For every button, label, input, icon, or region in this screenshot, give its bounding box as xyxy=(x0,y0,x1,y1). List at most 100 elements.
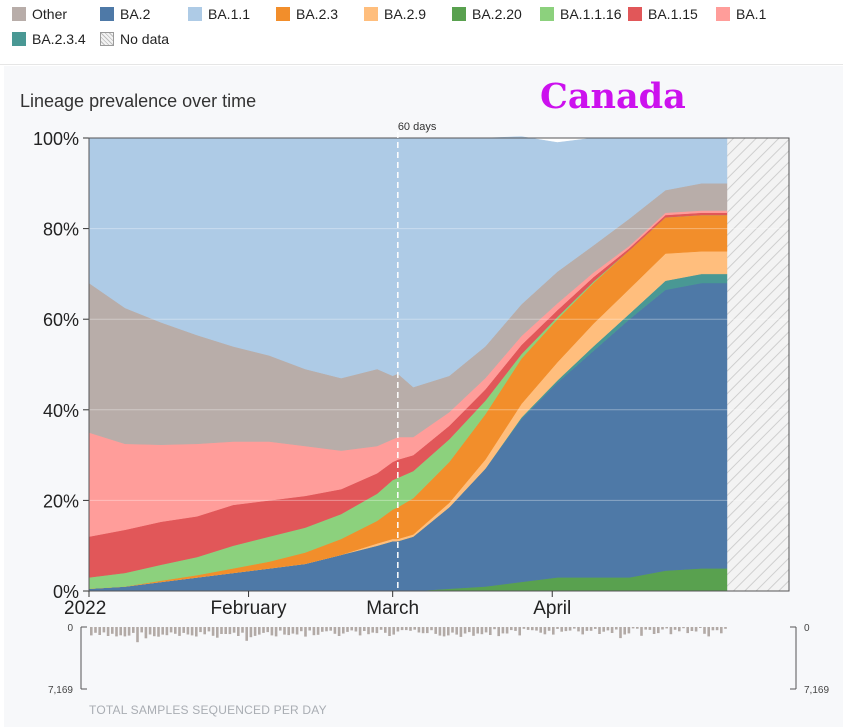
sample-bar xyxy=(447,627,450,636)
legend-swatch xyxy=(716,7,730,21)
sample-bar xyxy=(165,627,169,636)
sample-bar xyxy=(434,627,437,634)
sample-bar xyxy=(438,627,442,636)
samples-right-top: 0 xyxy=(804,623,810,634)
sample-bar xyxy=(669,627,673,635)
y-tick-label: 100% xyxy=(33,129,79,149)
sample-bar xyxy=(682,627,685,629)
legend-item[interactable]: BA.2.20 xyxy=(452,4,522,24)
sample-bar xyxy=(211,627,215,636)
sample-bar xyxy=(115,627,118,637)
sample-bar xyxy=(253,627,257,636)
sample-bar xyxy=(724,627,727,629)
samples-right-bottom: 7,169 xyxy=(804,685,829,696)
sample-bar xyxy=(241,627,244,633)
legend-item[interactable]: BA.1.15 xyxy=(628,4,698,24)
sample-bar xyxy=(489,627,492,635)
y-tick-label: 0% xyxy=(53,582,79,602)
sample-bar xyxy=(417,627,421,633)
sample-bar xyxy=(207,627,211,632)
sample-bar xyxy=(518,627,521,636)
sample-bar xyxy=(140,627,143,633)
legend-item[interactable]: Other xyxy=(12,4,67,24)
legend-item[interactable]: BA.2.3.4 xyxy=(12,29,86,49)
sample-bar xyxy=(673,627,677,630)
sample-bar xyxy=(560,627,563,632)
legend-swatch xyxy=(540,7,554,21)
sample-bar xyxy=(308,627,311,631)
samples-left-bottom: 7,169 xyxy=(48,685,73,696)
sample-bar xyxy=(98,627,101,635)
sample-bar xyxy=(430,627,433,631)
legend-label: BA.2.3 xyxy=(296,6,339,22)
sample-bar xyxy=(510,627,513,631)
sample-bar xyxy=(547,627,551,631)
sample-bar xyxy=(711,627,715,631)
legend-item[interactable]: BA.2.9 xyxy=(364,4,426,24)
sample-bar xyxy=(258,627,261,635)
sample-bar xyxy=(375,627,379,634)
legend-label: BA.1.1.16 xyxy=(560,6,622,22)
legend-item[interactable]: BA.1 xyxy=(716,4,766,24)
sample-bar xyxy=(325,627,328,632)
sample-bar xyxy=(648,627,652,630)
sample-bar xyxy=(455,627,458,635)
samples-axis-title: TOTAL SAMPLES SEQUENCED PER DAY xyxy=(89,703,327,717)
sample-bar xyxy=(295,627,299,635)
sample-bar xyxy=(237,627,240,636)
sample-bar xyxy=(249,627,253,638)
sample-bar xyxy=(463,627,467,634)
sample-bar xyxy=(631,627,635,629)
sample-bar xyxy=(262,627,265,633)
sample-bar xyxy=(274,627,278,637)
sample-bar xyxy=(102,627,106,633)
sample-bar xyxy=(585,627,589,631)
sample-bar xyxy=(316,627,320,635)
sample-bar xyxy=(577,627,580,632)
legend-item[interactable]: No data xyxy=(100,29,169,49)
y-tick-label: 80% xyxy=(43,220,79,240)
sample-bar xyxy=(169,627,173,633)
sample-bar xyxy=(144,627,148,639)
sample-bar xyxy=(459,627,463,637)
sample-bar xyxy=(216,627,219,638)
sample-bar xyxy=(203,627,206,635)
legend-swatch xyxy=(452,7,466,21)
no-data-region xyxy=(727,138,789,591)
sample-bar xyxy=(392,627,395,635)
legend-item[interactable]: BA.2 xyxy=(100,4,150,24)
sample-bar xyxy=(652,627,656,634)
sample-bar xyxy=(531,627,534,631)
sample-bar xyxy=(245,627,248,641)
sample-bar xyxy=(484,627,488,633)
legend-label: BA.1.15 xyxy=(648,6,698,22)
sample-bar xyxy=(694,627,698,632)
sample-bar xyxy=(379,627,383,630)
sample-bar xyxy=(388,627,391,636)
sample-bar xyxy=(514,627,517,631)
legend: Other BA.2 BA.1.1 BA.2.3 BA.2.9 BA.2.20 BA.1.1… xyxy=(0,0,843,65)
sample-bar xyxy=(94,627,97,633)
sample-bar xyxy=(153,627,156,637)
sample-bar xyxy=(539,627,542,633)
sample-bar xyxy=(476,627,479,634)
legend-swatch xyxy=(364,7,378,21)
sample-bar xyxy=(598,627,601,634)
sample-bar xyxy=(493,627,496,630)
sample-bar xyxy=(342,627,345,634)
sample-bar xyxy=(442,627,446,637)
sample-bar xyxy=(451,627,454,633)
sample-bar xyxy=(644,627,647,630)
sample-bar xyxy=(594,627,597,629)
legend-item[interactable]: BA.1.1.16 xyxy=(540,4,622,24)
legend-swatch xyxy=(188,7,202,21)
sample-bar xyxy=(291,627,295,634)
legend-item[interactable]: BA.1.1 xyxy=(188,4,250,24)
sample-bar xyxy=(337,627,341,636)
legend-item[interactable]: BA.2.3 xyxy=(276,4,338,24)
legend-label: BA.2.3.4 xyxy=(32,31,86,47)
sample-bar xyxy=(678,627,681,632)
sample-bar xyxy=(497,627,500,637)
sample-bar xyxy=(610,627,614,633)
